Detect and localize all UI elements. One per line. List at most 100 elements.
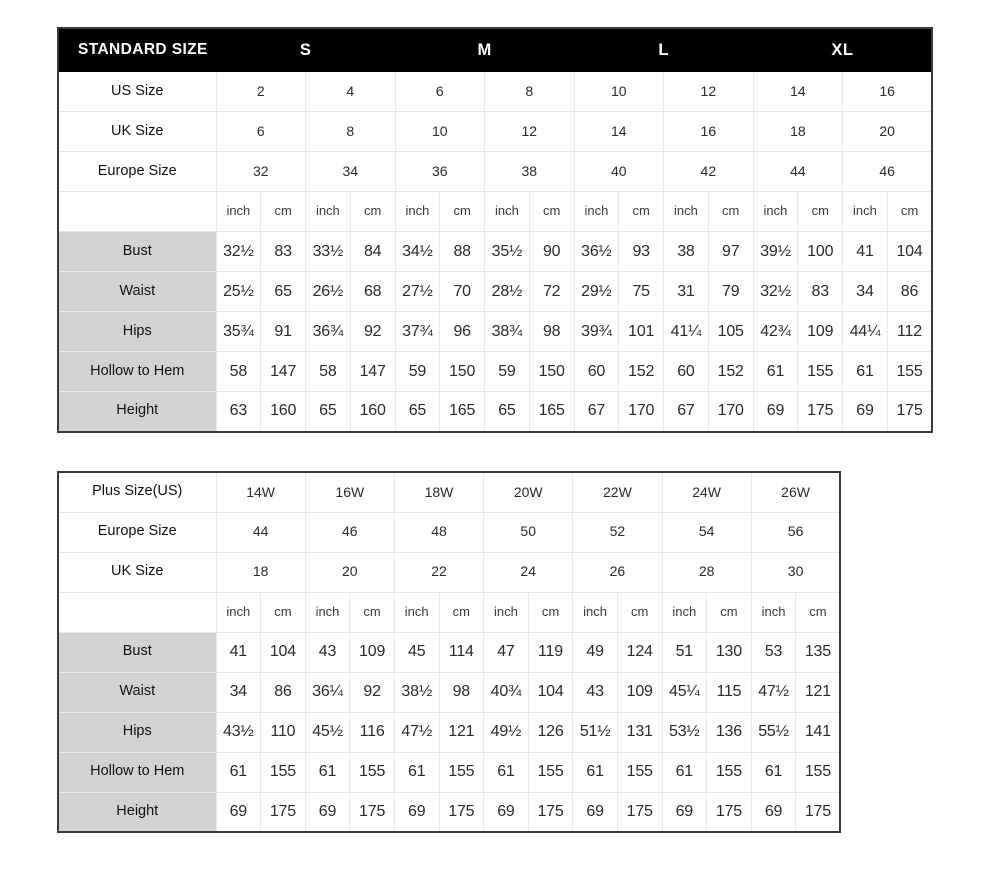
measurement-value: 33½ <box>305 231 351 272</box>
measurement-value: 155 <box>706 751 752 793</box>
measurement-value: 152 <box>618 351 665 392</box>
measurement-value: 41¼ <box>663 311 709 352</box>
measurement-value: 131 <box>616 711 663 753</box>
measurement-value: 35½ <box>484 231 530 272</box>
measurement-value: 155 <box>527 751 574 793</box>
measurement-value: 69 <box>842 391 888 432</box>
measurement-value: 104 <box>260 631 306 673</box>
measurement-value: 35¾ <box>215 311 262 352</box>
unit-inch: inch <box>750 591 797 633</box>
measurement-value: 27½ <box>394 271 441 312</box>
measurement-value: 61 <box>483 751 529 793</box>
size-value: 12 <box>484 111 575 152</box>
standard-size-title: STANDARD SIZE <box>57 27 217 72</box>
measurement-value: 40¾ <box>483 671 529 713</box>
size-value: 16 <box>842 71 933 112</box>
size-value: 40 <box>573 151 665 192</box>
table-row: Height 69 175 69 175 69 175 69 175 69 175 69 175 69 17… <box>57 791 841 833</box>
size-group-s: S <box>215 27 396 72</box>
size-value: 46 <box>304 511 395 553</box>
measurement-value: 65 <box>394 391 441 432</box>
measurement-value: 69 <box>661 791 708 833</box>
row-label-bust: Bust <box>57 631 217 673</box>
measurement-value: 69 <box>304 791 351 833</box>
measurement-value: 65 <box>305 391 351 432</box>
measurement-value: 61 <box>661 751 708 793</box>
measurement-value: 175 <box>438 791 485 833</box>
measurement-value: 60 <box>663 351 709 392</box>
measurement-value: 170 <box>707 391 754 432</box>
measurement-value: 25½ <box>215 271 262 312</box>
row-label-plus-size-us-: Plus Size(US) <box>57 471 217 513</box>
measurement-value: 155 <box>795 751 841 793</box>
unit-row-blank-label <box>57 591 217 633</box>
measurement-value: 165 <box>528 391 575 432</box>
table-row: Europe Size 44 46 48 50 52 54 56 <box>57 511 841 553</box>
size-value: 54 <box>661 511 752 553</box>
measurement-value: 65 <box>260 271 306 312</box>
unit-cm: cm <box>886 191 933 232</box>
measurement-value: 39¾ <box>573 311 620 352</box>
measurement-value: 130 <box>706 631 752 673</box>
measurement-value: 69 <box>483 791 529 833</box>
unit-cm: cm <box>527 591 574 633</box>
table-row: Bust 41 104 43 109 45 114 47 119 49 124 51 130 53 135 <box>57 631 841 673</box>
measurement-value: 67 <box>573 391 620 432</box>
measurement-value: 45¼ <box>661 671 708 713</box>
measurement-value: 104 <box>886 231 933 272</box>
table-row: Hollow to Hem 61 155 61 155 61 155 61 155 61 155 61… <box>57 751 841 793</box>
table-row: Height 63 160 65 160 65 165 65 165 67 170 67 170 69 17… <box>57 391 933 432</box>
standard-size-table: STANDARD SIZE S M L XL US Size 2 4 6 8 10 12 14 16 UK … <box>57 27 934 433</box>
row-label-europe-size: Europe Size <box>57 511 217 553</box>
unit-header-row: inch cm inch cm inch cm inch cm inch cm inch cm inch… <box>57 591 841 633</box>
measurement-value: 32½ <box>215 231 262 272</box>
measurement-value: 175 <box>886 391 933 432</box>
measurement-value: 38 <box>663 231 709 272</box>
size-value: 20 <box>842 111 933 152</box>
measurement-value: 152 <box>707 351 754 392</box>
measurement-value: 69 <box>750 791 797 833</box>
unit-cm: cm <box>797 191 844 232</box>
standard-size-header-row: STANDARD SIZE S M L XL <box>57 27 933 72</box>
size-value: 8 <box>305 111 396 152</box>
measurement-value: 59 <box>394 351 441 392</box>
measurement-value: 39½ <box>752 231 799 272</box>
measurement-value: 150 <box>528 351 575 392</box>
row-label-hips: Hips <box>57 711 217 753</box>
size-value: 48 <box>393 511 485 553</box>
measurement-value: 41 <box>215 631 262 673</box>
measurement-value: 101 <box>618 311 665 352</box>
measurement-value: 119 <box>527 631 574 673</box>
table-row: US Size 2 4 6 8 10 12 14 16 <box>57 71 933 112</box>
unit-inch: inch <box>572 591 618 633</box>
measurement-value: 38½ <box>393 671 440 713</box>
measurement-value: 34½ <box>394 231 441 272</box>
unit-inch: inch <box>573 191 620 232</box>
measurement-value: 124 <box>616 631 663 673</box>
unit-cm: cm <box>795 591 841 633</box>
measurement-value: 69 <box>752 391 799 432</box>
size-value: 20 <box>304 551 395 593</box>
unit-header-row: inch cm inch cm inch cm inch cm inch cm inch cm inch… <box>57 191 933 232</box>
measurement-value: 42¾ <box>752 311 799 352</box>
size-value: 12 <box>663 71 754 112</box>
size-value: 46 <box>842 151 933 192</box>
measurement-value: 126 <box>527 711 574 753</box>
measurement-value: 86 <box>886 271 933 312</box>
measurement-value: 121 <box>795 671 841 713</box>
size-value: 22W <box>572 471 663 513</box>
size-value: 4 <box>305 71 396 112</box>
measurement-value: 28½ <box>484 271 530 312</box>
unit-cm: cm <box>439 191 486 232</box>
unit-inch: inch <box>304 591 351 633</box>
measurement-value: 75 <box>618 271 665 312</box>
measurement-value: 41 <box>842 231 888 272</box>
table-row: Europe Size 32 34 36 38 40 42 44 46 <box>57 151 933 192</box>
size-value: 18W <box>393 471 485 513</box>
measurement-value: 90 <box>528 231 575 272</box>
unit-inch: inch <box>394 191 441 232</box>
row-label-hollow-to-hem: Hollow to Hem <box>57 751 217 793</box>
measurement-value: 175 <box>349 791 395 833</box>
size-value: 42 <box>663 151 754 192</box>
measurement-value: 34 <box>842 271 888 312</box>
